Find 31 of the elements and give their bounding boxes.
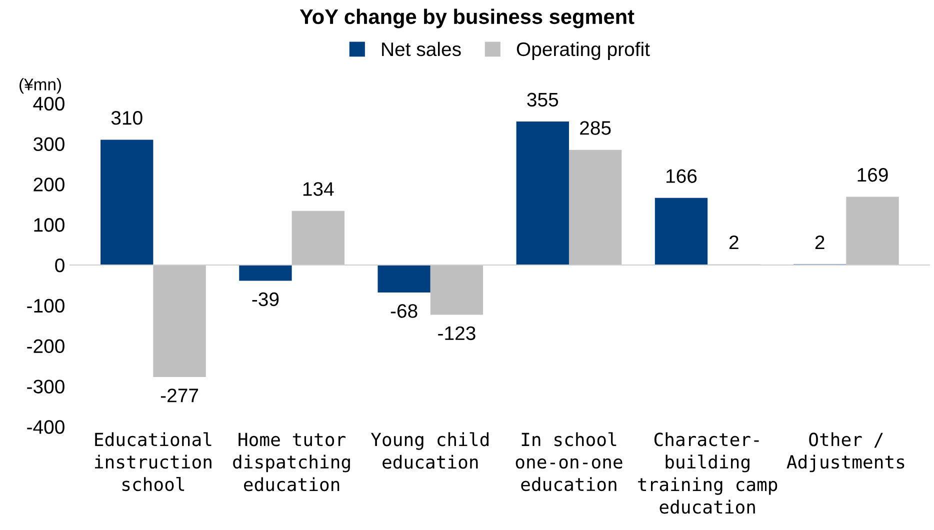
data-label: 2 bbox=[729, 235, 738, 250]
y-tick-label: -400 bbox=[27, 420, 64, 434]
x-tick-label: Home tutor dispatching education bbox=[233, 432, 350, 492]
data-label: 285 bbox=[580, 121, 611, 135]
data-label: 166 bbox=[666, 169, 697, 183]
legend-label: Net sales bbox=[382, 42, 461, 56]
y-tick-label: 100 bbox=[34, 218, 64, 232]
y-axis-title: (¥mn) bbox=[20, 78, 61, 94]
y-tick-label: -300 bbox=[27, 380, 64, 394]
y-tick-label: 400 bbox=[33, 96, 64, 111]
data-label: -39 bbox=[252, 292, 279, 306]
x-tick-label: Character- building training camp education bbox=[638, 432, 778, 514]
data-label: 355 bbox=[527, 92, 558, 107]
data-label: 134 bbox=[303, 182, 334, 196]
data-label: -68 bbox=[390, 304, 418, 318]
legend-label: Operating profit bbox=[516, 42, 650, 60]
x-tick-label: In school one-on-one education bbox=[516, 432, 622, 492]
x-tick-label: Educational instruction school bbox=[94, 432, 212, 492]
y-tick-label: -200 bbox=[27, 339, 64, 354]
y-tick-label: 0 bbox=[55, 258, 64, 272]
data-label: -123 bbox=[438, 326, 476, 340]
x-tick-label: Other / Adjustments bbox=[786, 432, 904, 472]
data-label: 169 bbox=[858, 168, 888, 182]
chart-title: YoY change by business segment bbox=[300, 8, 634, 28]
x-tick-label: Young child education bbox=[370, 432, 488, 469]
data-label: -277 bbox=[160, 388, 198, 402]
data-label: 310 bbox=[111, 111, 142, 125]
data-label: 2 bbox=[815, 235, 824, 250]
y-tick-label: -100 bbox=[27, 298, 64, 313]
y-tick-label: 200 bbox=[34, 178, 64, 192]
y-tick-label: 300 bbox=[33, 137, 64, 151]
